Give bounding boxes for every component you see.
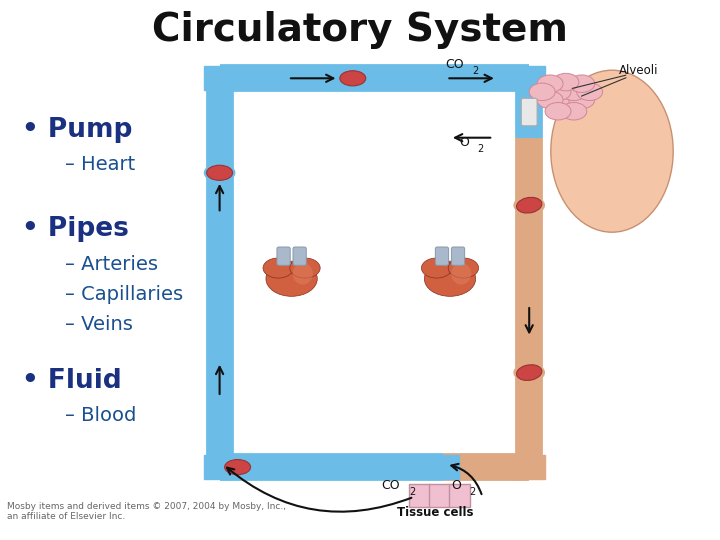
Text: – Blood: – Blood	[65, 406, 136, 426]
FancyBboxPatch shape	[204, 455, 235, 479]
Ellipse shape	[561, 83, 587, 100]
Ellipse shape	[545, 103, 571, 120]
Text: • Fluid: • Fluid	[22, 368, 122, 394]
Ellipse shape	[569, 91, 595, 109]
Text: – Capillaries: – Capillaries	[65, 285, 183, 304]
Text: Tissue cells: Tissue cells	[397, 507, 474, 519]
Ellipse shape	[537, 91, 563, 109]
Ellipse shape	[225, 460, 251, 475]
Text: – Veins: – Veins	[65, 314, 132, 334]
Ellipse shape	[513, 195, 545, 215]
Ellipse shape	[551, 70, 673, 232]
Text: Alveoli: Alveoli	[619, 64, 659, 77]
Text: 2: 2	[472, 66, 479, 76]
FancyBboxPatch shape	[427, 455, 459, 479]
Ellipse shape	[449, 258, 479, 278]
Text: 2: 2	[477, 144, 484, 154]
Text: CO: CO	[445, 57, 464, 71]
FancyBboxPatch shape	[513, 66, 545, 90]
Text: 2: 2	[409, 487, 415, 497]
FancyBboxPatch shape	[436, 247, 449, 265]
Ellipse shape	[516, 197, 542, 213]
Text: O: O	[451, 478, 462, 492]
Ellipse shape	[340, 71, 366, 86]
Text: O: O	[459, 136, 469, 149]
Text: – Arteries: – Arteries	[65, 255, 158, 274]
Ellipse shape	[553, 94, 579, 111]
Ellipse shape	[553, 73, 579, 91]
Ellipse shape	[577, 83, 603, 100]
FancyBboxPatch shape	[277, 247, 290, 265]
Text: CO: CO	[382, 478, 400, 492]
Ellipse shape	[421, 258, 451, 278]
Ellipse shape	[516, 364, 542, 381]
FancyBboxPatch shape	[409, 484, 430, 507]
Ellipse shape	[561, 103, 587, 120]
Text: – Heart: – Heart	[65, 155, 135, 174]
FancyBboxPatch shape	[293, 247, 306, 265]
Ellipse shape	[537, 75, 563, 92]
FancyBboxPatch shape	[204, 66, 235, 90]
Ellipse shape	[263, 258, 293, 278]
Ellipse shape	[529, 83, 555, 100]
Text: Mosby items and derived items © 2007, 2004 by Mosby, Inc.,
an affiliate of Elsev: Mosby items and derived items © 2007, 20…	[7, 502, 287, 521]
Ellipse shape	[545, 83, 571, 100]
Ellipse shape	[290, 258, 320, 278]
Ellipse shape	[204, 163, 235, 183]
Text: Circulatory System: Circulatory System	[152, 11, 568, 49]
Ellipse shape	[266, 261, 318, 296]
Ellipse shape	[569, 75, 595, 92]
Ellipse shape	[207, 165, 233, 180]
Text: • Pipes: • Pipes	[22, 217, 128, 242]
Ellipse shape	[222, 457, 253, 477]
Ellipse shape	[424, 261, 476, 296]
Text: 2: 2	[469, 487, 476, 497]
FancyBboxPatch shape	[521, 98, 537, 126]
Ellipse shape	[337, 69, 369, 88]
Ellipse shape	[513, 363, 545, 382]
FancyBboxPatch shape	[513, 455, 545, 479]
FancyBboxPatch shape	[429, 484, 450, 507]
Text: • Pump: • Pump	[22, 117, 132, 143]
FancyBboxPatch shape	[449, 484, 470, 507]
FancyBboxPatch shape	[451, 247, 464, 265]
Ellipse shape	[293, 263, 312, 285]
Ellipse shape	[451, 263, 471, 285]
